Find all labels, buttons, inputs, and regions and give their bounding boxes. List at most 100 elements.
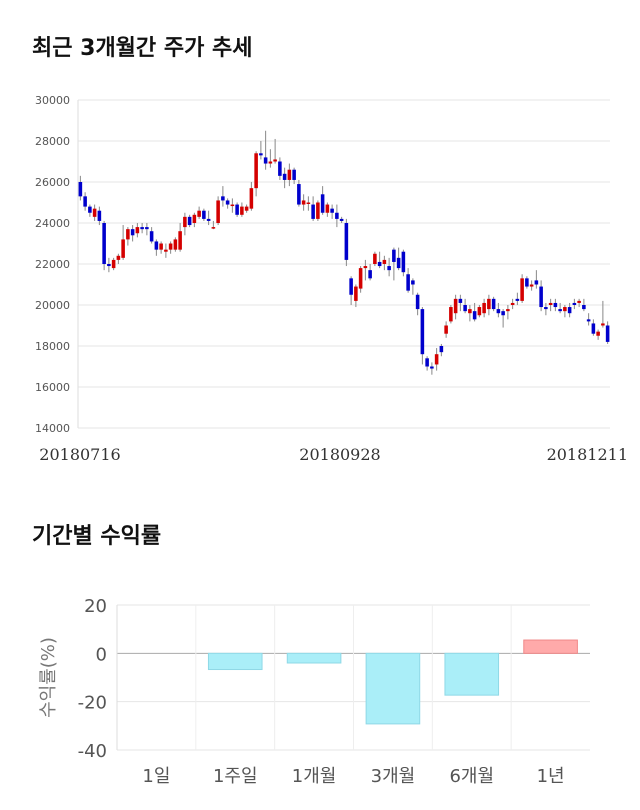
x-category-label: 1일 xyxy=(142,766,170,787)
candle-body xyxy=(596,331,600,336)
candle-body xyxy=(392,249,396,262)
candle-body xyxy=(116,255,121,260)
price-chart-title: 최근 3개월간 주가 추세 xyxy=(32,36,253,61)
candle-body xyxy=(463,305,467,312)
candle-body xyxy=(211,227,216,229)
return-bar xyxy=(523,639,578,654)
candle-body xyxy=(515,298,520,301)
candle-body xyxy=(406,274,410,291)
candle-body xyxy=(183,216,187,228)
y-tick-label: 26000 xyxy=(35,176,70,189)
y-axis-title: 수익률(%) xyxy=(38,637,59,718)
y-tick-label: 20 xyxy=(84,596,107,617)
candle-body xyxy=(97,210,102,221)
candle-body xyxy=(259,153,263,156)
candle-body xyxy=(344,223,349,260)
candle-body xyxy=(496,309,501,314)
candle-body xyxy=(206,218,211,221)
x-date-label: 20180928 xyxy=(299,445,380,464)
x-date-label: 20180716 xyxy=(39,445,120,464)
candle-body xyxy=(335,212,339,219)
candle-body xyxy=(563,307,567,312)
candle-body xyxy=(582,305,586,310)
candle-body xyxy=(178,231,182,250)
candle-body xyxy=(102,223,106,264)
candle-body xyxy=(130,229,135,236)
candle-body xyxy=(434,354,439,365)
candle-body xyxy=(240,206,244,215)
candle-body xyxy=(501,311,505,316)
return-bar xyxy=(286,652,342,664)
candle-body xyxy=(539,286,543,308)
y-tick-label: 24000 xyxy=(35,217,70,230)
candle-body xyxy=(368,270,372,279)
candle-body xyxy=(225,200,230,205)
candle-body xyxy=(591,323,596,334)
candle-body xyxy=(154,241,159,250)
return-bar xyxy=(444,652,500,696)
candle-body xyxy=(544,307,548,310)
candle-body xyxy=(415,294,420,310)
y-tick-label: 16000 xyxy=(35,381,70,394)
candle-body xyxy=(164,249,168,252)
candle-body xyxy=(377,261,382,267)
candle-body xyxy=(235,204,239,215)
candle-body xyxy=(111,259,116,269)
candle-body xyxy=(83,196,87,207)
candle-body xyxy=(159,243,163,250)
candle-body xyxy=(168,243,173,250)
candle-body xyxy=(520,278,524,301)
candle-body xyxy=(601,323,605,326)
candle-body xyxy=(525,278,529,287)
candle-body xyxy=(363,266,368,269)
x-date-label: 20181211 xyxy=(547,445,628,464)
candle-body xyxy=(297,184,301,205)
candle-body xyxy=(358,268,363,289)
candle-body xyxy=(320,194,325,213)
candle-body xyxy=(373,253,377,264)
candle-body xyxy=(325,204,330,213)
candle-body xyxy=(482,302,486,314)
candle-body xyxy=(548,302,553,305)
y-tick-label: 30000 xyxy=(35,94,70,107)
candle-body xyxy=(301,200,306,205)
x-category-label: 3개월 xyxy=(371,766,416,787)
candle-body xyxy=(149,231,154,242)
candle-body xyxy=(396,257,401,269)
candle-body xyxy=(230,204,235,207)
candle-body xyxy=(477,307,482,316)
candle-body xyxy=(444,325,448,334)
candle-body xyxy=(430,366,434,369)
candle-body xyxy=(349,278,353,295)
candle-body xyxy=(510,302,515,305)
candle-body xyxy=(107,264,111,267)
return-chart-title: 기간별 수익률 xyxy=(32,524,162,549)
candle-body xyxy=(506,309,510,312)
return-bar xyxy=(207,652,263,671)
candle-body xyxy=(140,227,144,230)
candle-body xyxy=(254,153,258,189)
candle-body xyxy=(244,206,249,211)
candle-body xyxy=(553,302,558,308)
candle-body xyxy=(192,214,197,223)
y-tick-label: 18000 xyxy=(35,340,70,353)
candle-body xyxy=(572,302,577,305)
candle-body xyxy=(263,157,268,164)
candle-body xyxy=(92,208,97,217)
candle-body xyxy=(121,239,125,258)
candle-body xyxy=(78,182,83,197)
candle-body xyxy=(439,346,444,353)
candle-body xyxy=(249,188,254,209)
candle-body xyxy=(311,204,315,219)
candle-body xyxy=(529,284,534,287)
candle-body xyxy=(135,227,140,234)
candle-body xyxy=(567,307,572,314)
candle-body xyxy=(449,307,453,322)
candle-body xyxy=(126,229,130,240)
candle-body xyxy=(216,200,220,223)
candle-body xyxy=(273,159,277,162)
return-bar xyxy=(365,652,421,725)
candle-body xyxy=(605,325,610,342)
y-tick-label: 22000 xyxy=(35,258,70,271)
y-tick-label: 14000 xyxy=(35,422,70,435)
